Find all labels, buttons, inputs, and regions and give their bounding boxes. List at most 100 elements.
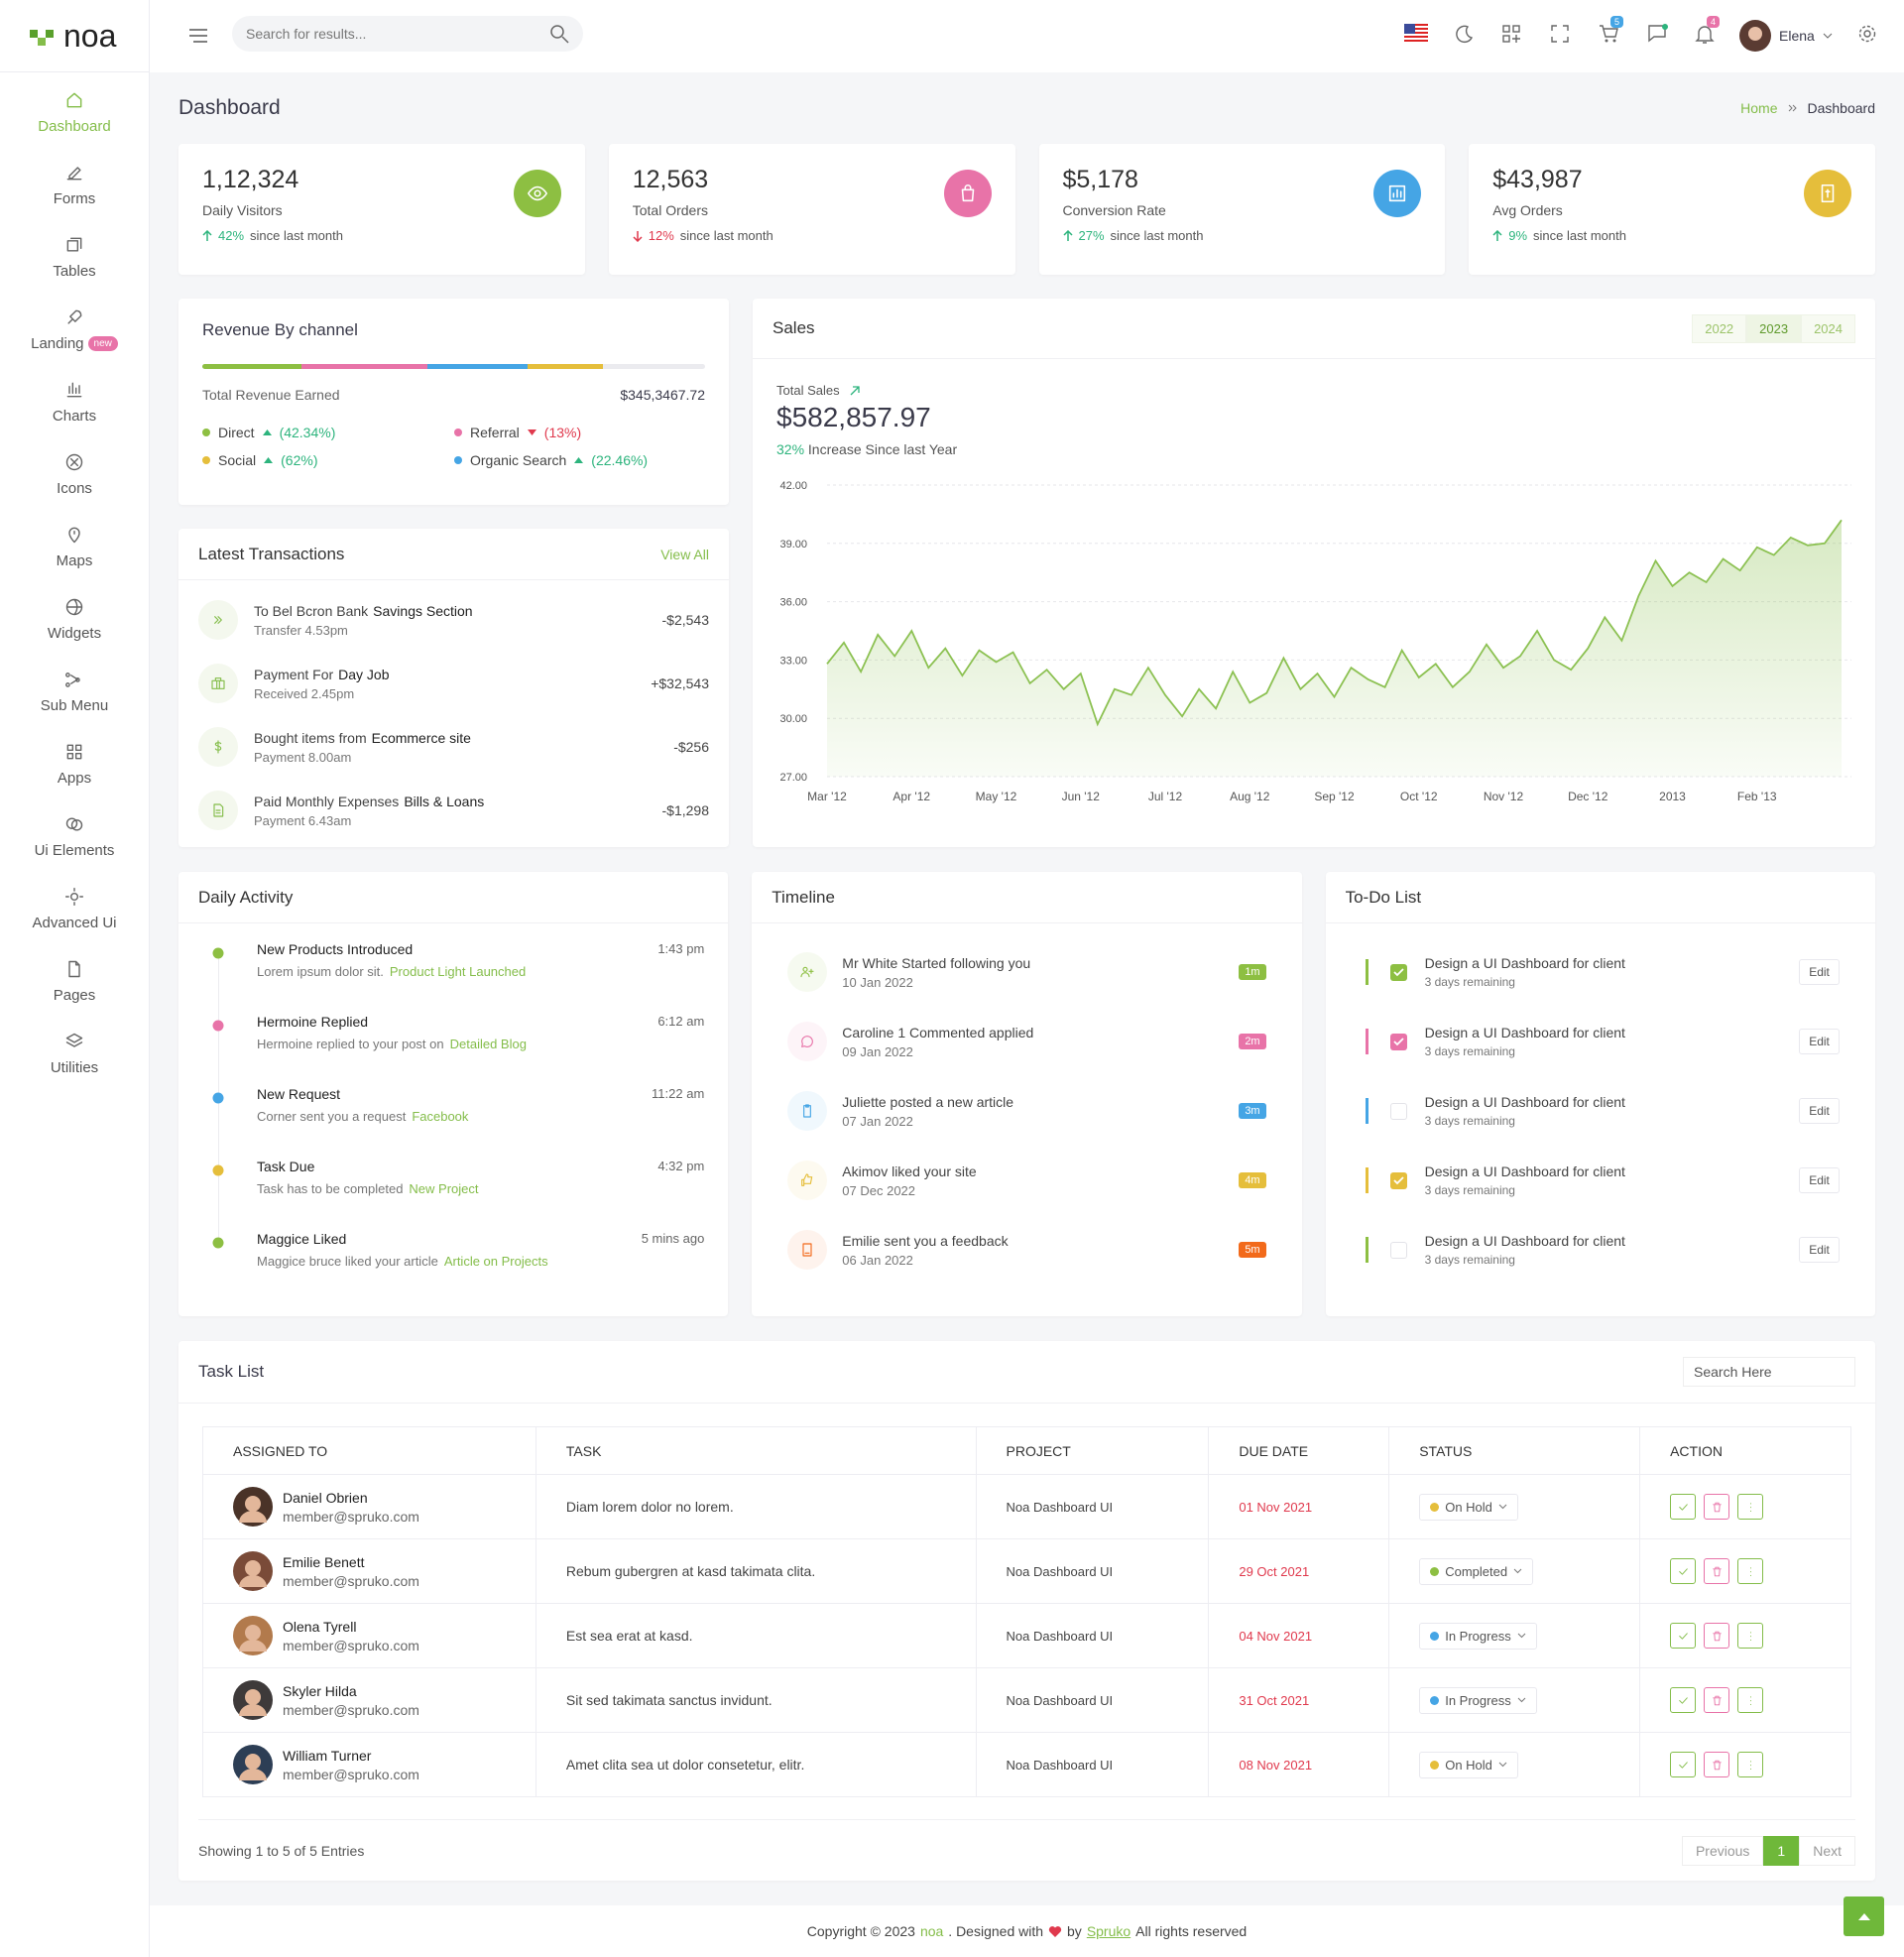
search-box[interactable]: Search for results... [232,16,583,52]
status-pill[interactable]: In Progress [1419,1686,1537,1714]
action-button[interactable] [1670,1558,1697,1584]
action-button[interactable] [1737,1494,1764,1520]
back-to-top[interactable] [1844,1896,1884,1936]
theme-toggle[interactable] [1454,24,1474,44]
nav-item[interactable]: Ui Elements [0,800,149,873]
column-header: DUE DATE [1208,1426,1390,1475]
stat-card: 12,563 Total Orders 12% since last month [608,144,1015,275]
channel-dot [202,456,210,464]
page-button[interactable]: Previous [1681,1835,1764,1866]
activity-link[interactable]: Article on Projects [443,1254,548,1269]
status-pill[interactable]: Completed [1419,1557,1534,1585]
icon [1749,1566,1751,1576]
nav-item[interactable]: Widgets [0,583,149,656]
todo-edit[interactable]: Edit [1799,1098,1840,1124]
todo-bar [1365,1029,1368,1054]
status-pill[interactable]: On Hold [1419,1751,1518,1778]
view-all[interactable]: View All [660,546,709,562]
action-button[interactable] [1704,1623,1730,1649]
messages-icon[interactable] [1647,24,1669,44]
channel-change: (13%) [543,425,582,440]
assignee-email: member@spruko.com [283,1766,419,1782]
nav-item[interactable]: Icons [0,438,149,511]
nav-item[interactable]: Sub Menu [0,656,149,728]
todo-check[interactable] [1389,1102,1407,1120]
transaction-target: Day Job [338,666,390,682]
nav-item[interactable]: Maps [0,511,149,583]
action-button[interactable] [1704,1752,1730,1777]
column-header: ACTION [1639,1426,1851,1475]
notifications[interactable]: 4 [1695,16,1721,49]
footer-brand[interactable]: noa [919,1923,944,1939]
activity-link[interactable]: Product Light Launched [389,964,527,979]
action-button[interactable] [1704,1494,1730,1520]
icon [1749,1502,1751,1512]
page-button[interactable]: 1 [1763,1835,1800,1866]
todo-check[interactable] [1389,1171,1407,1189]
year-tab[interactable]: 2023 [1746,313,1802,343]
action-button[interactable] [1670,1623,1697,1649]
pagination: Previous 1 Next [1681,1835,1855,1866]
action-button[interactable] [1704,1558,1730,1584]
nav-badge: new [87,336,118,351]
year-tab[interactable]: 2022 [1692,313,1747,343]
year-tab[interactable]: 2024 [1801,313,1855,343]
apps-icon[interactable] [1501,24,1521,44]
action-button[interactable] [1670,1494,1697,1520]
todo-edit[interactable]: Edit [1799,1029,1840,1054]
activity-text: Corner sent you a request Facebook [257,1109,704,1124]
title-row: Dashboard Home Dashboard [178,72,1875,144]
activity-time: 4:32 pm [657,1159,705,1173]
page-button[interactable]: Next [1799,1835,1855,1866]
card-title: Daily Activity [198,887,294,907]
timeline-title: Juliette posted a new article [842,1093,1014,1110]
menu-toggle[interactable] [189,29,207,43]
activity-link[interactable]: Facebook [412,1109,469,1124]
nav-item[interactable]: Dashboard [0,76,149,149]
crumb-link[interactable]: Home [1740,100,1778,116]
activity-desc: Task has to be completed [257,1181,404,1196]
logo[interactable]: noa [0,0,149,72]
table-search[interactable]: Search Here [1683,1357,1855,1387]
status-cell: On Hold [1388,1732,1641,1797]
company-link[interactable]: Spruko [1086,1923,1131,1939]
settings-icon[interactable] [1857,24,1877,44]
todo-edit[interactable]: Edit [1799,959,1840,985]
user-menu[interactable]: Elena [1739,20,1833,52]
activity-desc: Maggice bruce liked your article [257,1254,438,1269]
action-button[interactable] [1737,1687,1764,1713]
nav-item[interactable]: Apps [0,728,149,800]
icon [1749,1695,1751,1705]
todo-check[interactable] [1389,963,1407,981]
action-button[interactable] [1670,1687,1697,1713]
channel-change: (62%) [281,452,318,468]
todo-check[interactable] [1389,1241,1407,1259]
task-cell: Rebum gubergren at kasd takimata clita. [535,1538,977,1604]
channel-change: (42.34%) [279,425,336,440]
nav-item[interactable]: Landing new [0,294,149,366]
nav-item[interactable]: Tables [0,221,149,294]
nav-item[interactable]: Pages [0,945,149,1018]
fullscreen-icon[interactable] [1550,24,1570,44]
nav-item[interactable]: Forms [0,149,149,221]
activity-link[interactable]: Detailed Blog [449,1037,527,1051]
flag[interactable] [1404,24,1428,42]
status-pill[interactable]: In Progress [1419,1622,1537,1650]
nav-item[interactable]: Advanced Ui [0,873,149,945]
status-pill[interactable]: On Hold [1419,1493,1518,1521]
nav-item[interactable]: Utilities [0,1018,149,1090]
todo-edit[interactable]: Edit [1799,1167,1840,1193]
card-header: Daily Activity [178,872,729,923]
activity-link[interactable]: New Project [409,1181,479,1196]
todo-edit[interactable]: Edit [1799,1237,1840,1263]
stat-change: 9% since last month [1492,228,1851,243]
action-button[interactable] [1737,1558,1764,1584]
crumb-separator [1788,104,1797,112]
action-button[interactable] [1737,1623,1764,1649]
nav-item[interactable]: Charts [0,366,149,438]
cart[interactable]: 5 [1599,16,1624,49]
todo-check[interactable] [1389,1033,1407,1050]
action-button[interactable] [1670,1752,1697,1777]
action-button[interactable] [1704,1687,1730,1713]
action-button[interactable] [1737,1752,1764,1777]
